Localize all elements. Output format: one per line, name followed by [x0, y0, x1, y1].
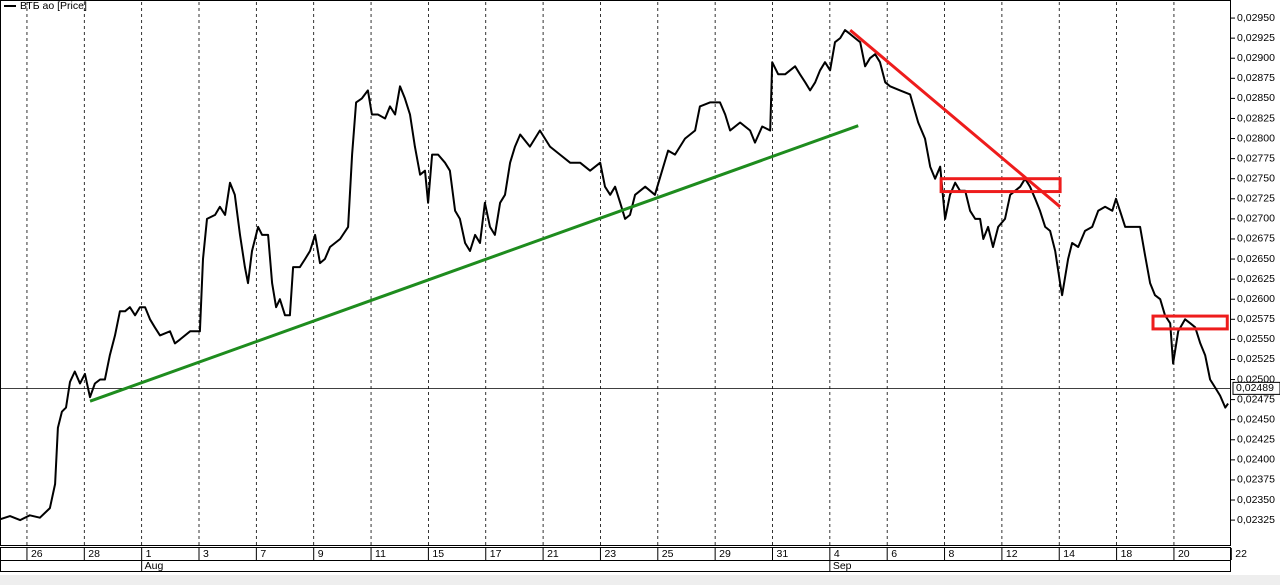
x-tick-label: 15 — [432, 548, 444, 560]
y-tick-label: 0,02650 — [1237, 253, 1275, 265]
x-tick-label: 7 — [260, 548, 266, 560]
y-tick-label: 0,02775 — [1237, 152, 1275, 164]
x-tick-label: 14 — [1063, 548, 1075, 560]
y-tick-label: 0,02575 — [1237, 313, 1275, 325]
y-tick-label: 0,02925 — [1237, 32, 1275, 44]
x-tick-label: 9 — [318, 548, 324, 560]
y-tick-label: 0,02525 — [1237, 353, 1275, 365]
y-tick-label: 0,02675 — [1237, 233, 1275, 245]
legend-label: ВТБ ао [Price] — [20, 0, 87, 12]
y-tick-label: 0,02475 — [1237, 393, 1275, 405]
y-tick-label: 0,02850 — [1237, 92, 1275, 104]
y-tick-label: 0,02900 — [1237, 52, 1275, 64]
y-tick-label: 0,02400 — [1237, 454, 1275, 466]
month-label: Sep — [833, 560, 852, 572]
x-tick-label: 17 — [490, 548, 502, 560]
y-tick-label: 0,02350 — [1237, 494, 1275, 506]
trend-line — [89, 124, 859, 403]
x-tick-label: 29 — [719, 548, 731, 560]
x-tick-label: 23 — [604, 548, 616, 560]
y-tick-label: 0,02325 — [1237, 514, 1275, 526]
x-tick-label: 3 — [203, 548, 209, 560]
last-price-label: 0,02489 — [1236, 382, 1274, 394]
x-tick-label: 22 — [1235, 548, 1247, 560]
x-tick-label: 1 — [146, 548, 152, 560]
y-tick-label: 0,02950 — [1237, 12, 1275, 24]
x-tick-label: 6 — [891, 548, 897, 560]
y-tick-label: 0,02875 — [1237, 72, 1275, 84]
x-tick-label: 26 — [31, 548, 43, 560]
x-tick-label: 4 — [834, 548, 840, 560]
month-label: Aug — [145, 560, 164, 572]
y-tick-label: 0,02550 — [1237, 333, 1275, 345]
y-tick-label: 0,02700 — [1237, 213, 1275, 225]
x-tick-label: 12 — [1006, 548, 1018, 560]
last-price-box — [1232, 381, 1280, 395]
highlight-box — [1151, 314, 1229, 331]
x-tick-label: 11 — [375, 548, 386, 560]
y-tick-label: 0,02375 — [1237, 474, 1275, 486]
y-tick-label: 0,02750 — [1237, 172, 1275, 184]
x-tick-label: 20 — [1178, 548, 1190, 560]
y-tick-label: 0,02725 — [1237, 193, 1275, 205]
price-line — [0, 29, 1229, 522]
x-tick-label: 31 — [776, 548, 788, 560]
y-tick-label: 0,02800 — [1237, 132, 1275, 144]
x-tick-label: 21 — [547, 548, 559, 560]
x-tick-label: 8 — [949, 548, 955, 560]
y-tick-label: 0,02425 — [1237, 434, 1275, 446]
y-tick-label: 0,02600 — [1237, 293, 1275, 305]
y-tick-label: 0,02625 — [1237, 273, 1275, 285]
scrollbar — [0, 575, 1280, 585]
y-tick-label: 0,02450 — [1237, 413, 1275, 425]
date-axis-frame — [0, 547, 1231, 572]
x-tick-label: 28 — [88, 548, 100, 560]
x-tick-label: 25 — [662, 548, 674, 560]
x-tick-label: 18 — [1121, 548, 1133, 560]
plot-frame — [0, 0, 1231, 546]
highlight-box — [939, 177, 1062, 194]
y-tick-label: 0,02825 — [1237, 112, 1275, 124]
